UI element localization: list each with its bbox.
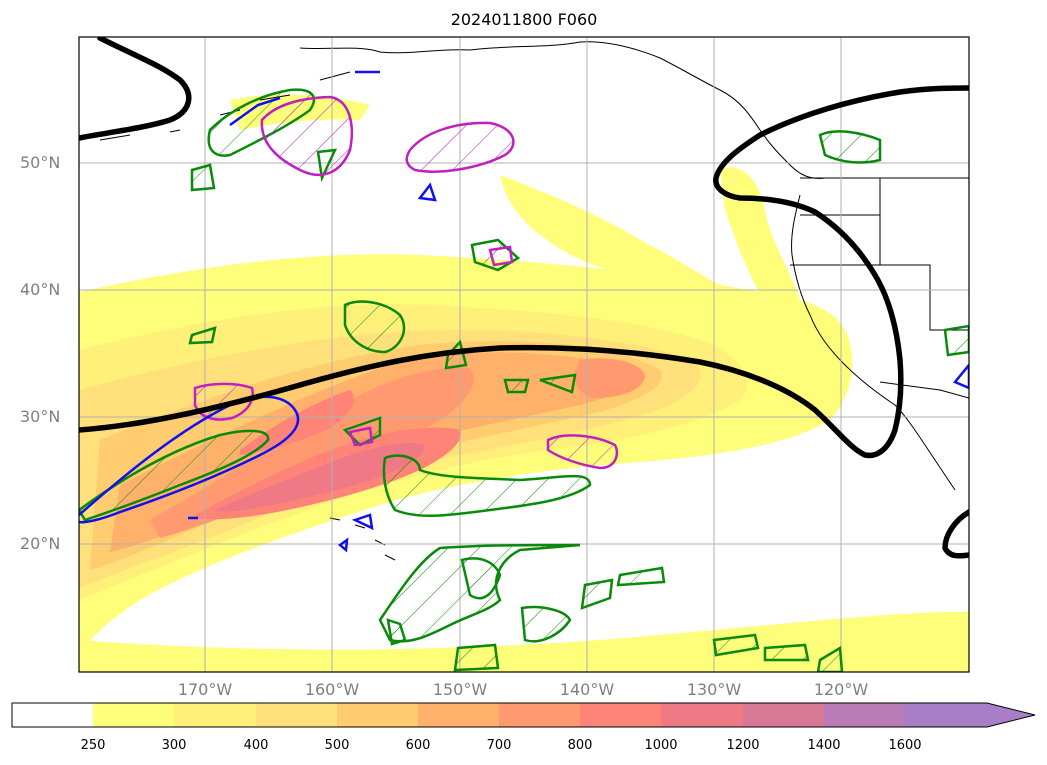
colorbar-tick-400: 400 xyxy=(243,738,269,753)
lon-label-160w: 160°W xyxy=(304,680,360,699)
shade-250-coast xyxy=(720,167,803,321)
colorbar-segment-7 xyxy=(580,703,661,727)
jet-line-main xyxy=(79,85,969,459)
blue-contour-3 xyxy=(351,513,374,531)
green-contour-south1 xyxy=(382,454,592,518)
green-contour-9 xyxy=(453,643,500,672)
blue-contour-east xyxy=(952,363,969,390)
colorbar-tick-300: 300 xyxy=(161,738,187,753)
hawaii-islands xyxy=(329,517,396,561)
blue-contour-nw xyxy=(229,96,281,127)
green-contours xyxy=(79,88,969,672)
green-contour-18 xyxy=(460,557,502,600)
lat-label-50n: 50°N xyxy=(20,153,61,172)
green-contour-7 xyxy=(616,566,666,587)
green-contour-13 xyxy=(943,324,969,357)
lon-label-120w: 120°W xyxy=(813,680,869,699)
contour-overlays xyxy=(79,37,969,672)
colorbar-tick-600: 600 xyxy=(405,738,431,753)
map-title: 2024011800 F060 xyxy=(450,10,598,29)
shade-250-south xyxy=(79,611,969,672)
green-contour-14 xyxy=(190,163,216,192)
green-contour-ne xyxy=(818,130,882,164)
magenta-contour-1 xyxy=(260,95,354,177)
colorbar-segment-9 xyxy=(743,703,824,727)
colorbar-tick-1200: 1200 xyxy=(726,738,760,753)
green-contour-10 xyxy=(712,633,760,657)
colorbar-tick-250: 250 xyxy=(80,738,106,753)
jet-line-se xyxy=(942,509,969,559)
jet-line-nw xyxy=(79,37,192,141)
colorbar-segment-8 xyxy=(661,703,743,727)
lon-label-170w: 170°W xyxy=(177,680,233,699)
colorbar-segment-10 xyxy=(824,703,905,727)
lon-label-150w: 150°W xyxy=(432,680,488,699)
colorbar-segment-6 xyxy=(499,703,580,727)
blue-contours xyxy=(79,70,969,553)
shade-700-east xyxy=(575,358,645,398)
colorbar-tick-500: 500 xyxy=(324,738,350,753)
colorbar-tick-1000: 1000 xyxy=(644,738,678,753)
magenta-contour-2 xyxy=(405,121,515,173)
colorbar-segment-2 xyxy=(174,703,256,727)
colorbar-segment-4 xyxy=(337,703,418,727)
colorbar-outline xyxy=(11,702,1036,728)
shade-1000 xyxy=(215,443,425,512)
magenta-contour-6 xyxy=(348,426,374,447)
colorbar-tick-700: 700 xyxy=(486,738,512,753)
blue-contour-2 xyxy=(417,182,437,202)
colorbar xyxy=(11,702,1036,728)
green-contour-17 xyxy=(386,618,407,646)
alaska-coastline xyxy=(299,41,969,179)
plot-border xyxy=(78,36,970,673)
colorbar-tick-800: 800 xyxy=(567,738,593,753)
green-contour-6 xyxy=(580,578,614,610)
green-contour-12 xyxy=(816,645,844,672)
green-contour-11 xyxy=(763,643,810,662)
shade-700 xyxy=(150,367,474,538)
green-contour-3 xyxy=(539,373,577,394)
green-contour-sw xyxy=(79,429,270,522)
green-contour-1 xyxy=(188,326,217,345)
colorbar-segment-5 xyxy=(418,703,499,727)
colorbar-tick-1400: 1400 xyxy=(807,738,841,753)
shade-250-north xyxy=(500,175,720,285)
lat-label-30n: 30°N xyxy=(20,407,61,426)
lon-label-130w: 130°W xyxy=(686,680,742,699)
west-coast-us xyxy=(791,194,956,491)
green-contour-mid xyxy=(343,300,406,354)
lat-label-40n: 40°N xyxy=(20,280,61,299)
green-contour-8 xyxy=(520,605,572,643)
colorbar-tick-1600: 1600 xyxy=(888,738,922,753)
blue-contour-4 xyxy=(337,537,349,553)
magenta-contour-5 xyxy=(488,245,514,267)
jet-lines xyxy=(79,37,969,559)
blue-contour-sw xyxy=(79,395,300,524)
colorbar-segment-3 xyxy=(256,703,337,727)
colorbar-segment-0 xyxy=(12,703,93,727)
lat-label-20n: 20°N xyxy=(20,534,61,553)
magenta-contour-4 xyxy=(546,434,619,470)
colorbar-extend-arrow xyxy=(905,703,1035,727)
green-contour-2 xyxy=(503,378,530,394)
lon-label-140w: 140°W xyxy=(559,680,615,699)
colorbar-segment-1 xyxy=(93,703,174,727)
